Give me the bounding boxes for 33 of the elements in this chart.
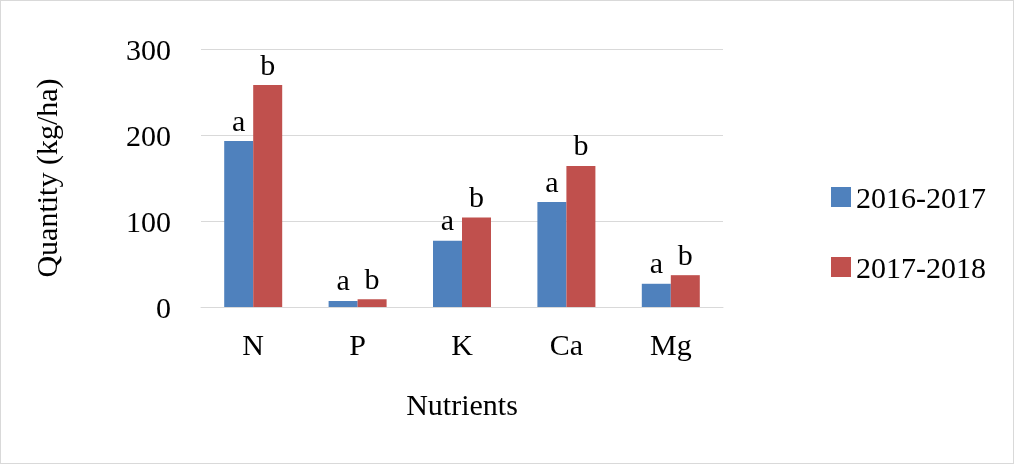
- data-label: a: [649, 246, 663, 280]
- data-label: a: [545, 164, 559, 198]
- data-label: b: [260, 47, 276, 81]
- data-label: a: [440, 203, 455, 237]
- bar: [641, 283, 671, 307]
- bar: [433, 240, 462, 307]
- data-label: a: [336, 263, 350, 297]
- x-tick-label: P: [349, 327, 366, 361]
- bar: [328, 300, 358, 307]
- bar: [537, 202, 567, 307]
- data-label: b: [364, 261, 380, 295]
- x-tick-label: N: [242, 327, 265, 361]
- data-label: a: [232, 103, 246, 137]
- data-label: b: [573, 128, 589, 162]
- bar: [224, 141, 254, 307]
- bar: [253, 85, 283, 307]
- x-tick-label: Ca: [549, 327, 584, 361]
- bar: [566, 165, 596, 307]
- data-label: b: [677, 237, 693, 271]
- bar: [357, 299, 387, 307]
- y-tick-label: 300: [126, 32, 171, 66]
- legend-label: 2016-2017: [856, 180, 987, 214]
- x-tick-label: Mg: [649, 327, 692, 361]
- y-tick-label: 100: [126, 204, 171, 238]
- bar: [462, 217, 491, 307]
- data-label: b: [469, 180, 484, 214]
- y-axis-title: Quantity (kg/ha): [29, 78, 64, 278]
- legend-label: 2017-2018: [856, 250, 987, 284]
- y-tick-label: 200: [126, 118, 171, 152]
- x-axis-title: Nutrients: [406, 387, 518, 421]
- bar: [670, 275, 700, 307]
- y-tick-label: 0: [156, 290, 171, 324]
- x-tick-label: K: [451, 327, 474, 361]
